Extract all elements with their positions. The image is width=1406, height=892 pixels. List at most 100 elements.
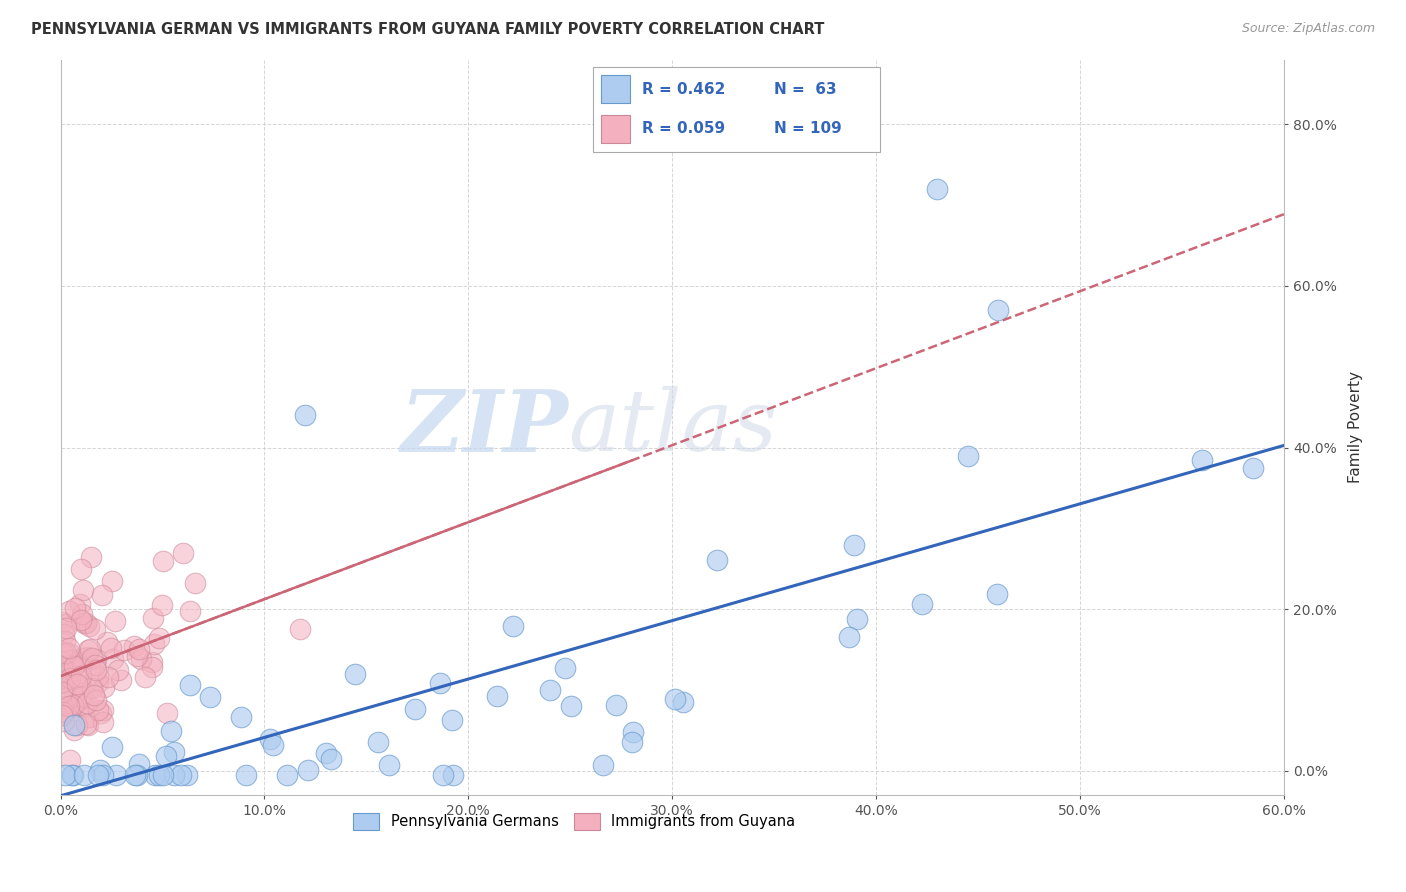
Point [128, 756, 150, 771]
Point [93, 680, 115, 694]
Point [51, 644, 73, 658]
Point [52, 698, 75, 713]
Point [70, 562, 93, 576]
Point [80, 681, 103, 695]
Point [104, 615, 127, 629]
Point [53, 704, 76, 718]
Point [152, 554, 174, 568]
Point [143, 768, 166, 782]
Point [987, 303, 1010, 318]
Legend: Pennsylvania Germans, Immigrants from Guyana: Pennsylvania Germans, Immigrants from Gu… [347, 807, 801, 836]
Point [276, 768, 298, 782]
Text: Source: ZipAtlas.com: Source: ZipAtlas.com [1241, 22, 1375, 36]
Point [127, 648, 149, 663]
Point [60, 768, 83, 782]
Point [75, 615, 97, 630]
Text: ZIP: ZIP [401, 385, 568, 469]
Point [297, 763, 319, 777]
Point [432, 768, 454, 782]
Point [179, 604, 201, 618]
Point [87, 675, 110, 690]
Point [65, 601, 87, 615]
Point [69, 613, 91, 627]
Point [59, 671, 82, 685]
Point [294, 408, 316, 422]
Point [170, 768, 193, 782]
Point [51, 615, 73, 629]
Point [52, 627, 75, 641]
Point [80, 651, 103, 665]
Point [65, 657, 87, 671]
Point [100, 640, 122, 655]
Point [315, 746, 337, 760]
Point [672, 696, 695, 710]
Point [96, 635, 118, 649]
Point [51, 644, 73, 658]
Point [554, 661, 576, 675]
Point [72, 583, 94, 598]
Point [844, 538, 866, 552]
Text: atlas: atlas [568, 386, 778, 468]
Point [367, 735, 389, 749]
Point [156, 706, 179, 720]
Point [58, 665, 80, 679]
Point [84, 664, 107, 678]
Point [52, 647, 75, 661]
Point [706, 553, 728, 567]
Point [155, 749, 177, 764]
Point [77, 619, 100, 633]
Point [142, 637, 165, 651]
Point [141, 660, 163, 674]
Point [141, 655, 163, 669]
Point [97, 670, 120, 684]
Point [560, 698, 582, 713]
Point [58, 604, 80, 618]
Point [60, 657, 83, 672]
Point [60, 653, 83, 667]
Point [927, 182, 949, 196]
Point [986, 587, 1008, 601]
Point [110, 673, 132, 687]
Point [55, 621, 77, 635]
Point [51, 708, 73, 723]
Point [200, 690, 222, 705]
Point [262, 738, 284, 752]
Point [100, 574, 122, 588]
Y-axis label: Family Poverty: Family Poverty [1348, 371, 1362, 483]
Point [73, 698, 96, 713]
Point [404, 702, 426, 716]
Point [148, 631, 170, 645]
Point [70, 651, 93, 665]
Point [621, 725, 644, 739]
Point [179, 678, 201, 692]
Point [846, 612, 869, 626]
Point [290, 622, 312, 636]
Point [125, 768, 148, 782]
Point [72, 686, 94, 700]
Point [91, 588, 114, 602]
Point [486, 689, 509, 703]
Point [60, 680, 83, 694]
Point [59, 753, 82, 767]
Point [163, 768, 186, 782]
Point [911, 597, 934, 611]
Point [89, 763, 111, 777]
Point [51, 674, 73, 689]
Point [321, 752, 343, 766]
Point [83, 688, 105, 702]
Point [229, 710, 252, 724]
Point [66, 676, 89, 690]
Point [76, 696, 98, 710]
Point [63, 699, 86, 714]
Point [63, 699, 86, 714]
Point [69, 597, 91, 611]
Point [150, 598, 173, 612]
Point [838, 630, 860, 644]
Point [73, 768, 96, 782]
Point [440, 713, 463, 727]
Point [72, 607, 94, 621]
Point [956, 449, 979, 463]
Point [62, 698, 84, 712]
Point [80, 549, 103, 564]
Point [429, 676, 451, 690]
